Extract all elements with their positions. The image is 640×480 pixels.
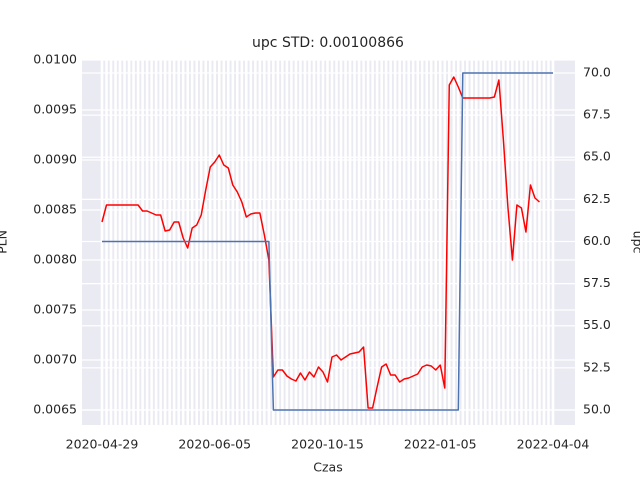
y2-tick-label: 55.0 — [583, 317, 611, 332]
y2-tick-label: 70.0 — [583, 64, 611, 79]
y2-tick-label: 67.5 — [583, 107, 611, 122]
y2-tick-label: 65.0 — [583, 149, 611, 164]
y-tick-label: 0.0085 — [33, 202, 77, 217]
x-tick-label: 2020-06-05 — [178, 437, 251, 452]
y2-tick-label: 50.0 — [583, 402, 611, 417]
y-tick-label: 0.0100 — [33, 52, 77, 67]
x-tick-label: 2020-10-15 — [291, 437, 364, 452]
data-line — [102, 72, 553, 411]
y2-axis-label: upc — [631, 231, 640, 254]
y2-tick-label: 60.0 — [583, 233, 611, 248]
y-tick-label: 0.0090 — [33, 152, 77, 167]
y-tick-label: 0.0070 — [33, 352, 77, 367]
x-tick-label: 2020-04-29 — [66, 437, 139, 452]
y-axis-label: PLN — [0, 230, 10, 254]
y-tick-label: 0.0080 — [33, 252, 77, 267]
y2-tick-label: 52.5 — [583, 359, 611, 374]
y-tick-label: 0.0095 — [33, 102, 77, 117]
x-axis-label: Czas — [313, 460, 342, 475]
y-tick-label: 0.0075 — [33, 302, 77, 317]
x-tick-label: 2022-01-05 — [404, 437, 477, 452]
y2-tick-label: 57.5 — [583, 275, 611, 290]
x-tick-label: 2022-04-04 — [517, 437, 590, 452]
data-line — [101, 76, 540, 409]
chart-title: upc STD: 0.00100866 — [252, 35, 404, 51]
y-tick-label: 0.0065 — [33, 402, 77, 417]
y2-tick-label: 62.5 — [583, 191, 611, 206]
